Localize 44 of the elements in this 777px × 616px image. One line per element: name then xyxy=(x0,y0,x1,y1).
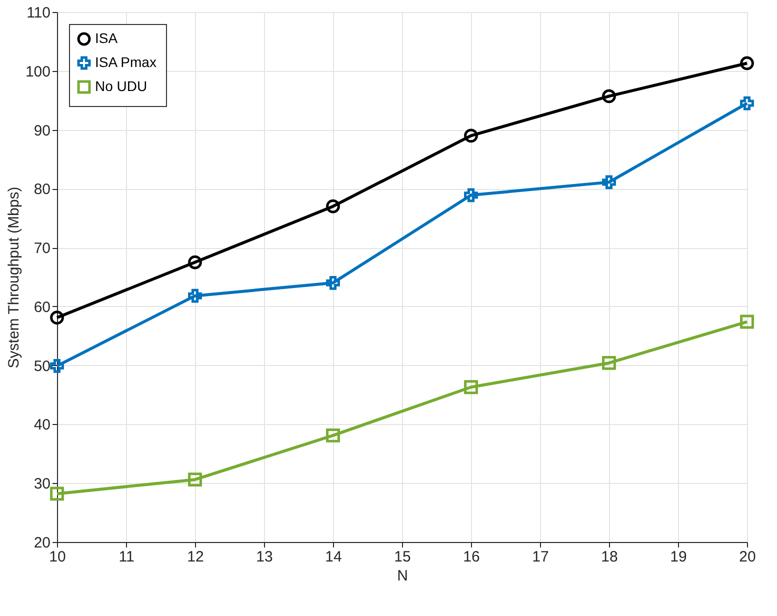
point xyxy=(464,380,478,394)
x-tick-label: 11 xyxy=(118,548,134,566)
x-tick-label: 14 xyxy=(325,548,342,566)
y-tick-label: 90 xyxy=(34,122,50,140)
x-tick-label: 15 xyxy=(394,548,411,566)
point xyxy=(188,255,202,270)
point xyxy=(188,472,202,487)
y-tick-label: 50 xyxy=(34,358,50,375)
x-axis-title: N xyxy=(397,568,408,584)
y-tick-label: 80 xyxy=(34,181,50,198)
point xyxy=(740,314,754,329)
point xyxy=(326,199,340,214)
legend-label: ISA Pmax xyxy=(95,54,156,70)
point xyxy=(326,428,340,442)
x-tick-label: 18 xyxy=(601,548,618,566)
point xyxy=(602,89,616,104)
point xyxy=(50,358,64,373)
y-tick-label: 70 xyxy=(34,240,50,258)
point xyxy=(188,288,202,303)
x-tick-label: 10 xyxy=(49,548,66,566)
x-tick-label: 20 xyxy=(739,548,756,566)
point xyxy=(464,188,478,202)
y-tick-label: 40 xyxy=(34,416,50,434)
point xyxy=(326,276,340,290)
y-tick-label: 60 xyxy=(34,298,50,316)
point xyxy=(740,56,754,70)
x-tick-label: 19 xyxy=(670,548,687,566)
legend-label: ISA xyxy=(95,30,118,46)
point xyxy=(740,96,754,110)
x-tick-label: 12 xyxy=(187,548,204,566)
point xyxy=(50,310,64,325)
y-tick-label: 100 xyxy=(25,63,50,80)
point xyxy=(602,175,616,190)
point xyxy=(464,128,478,143)
x-tick-label: 13 xyxy=(256,548,273,566)
x-tick-label: 17 xyxy=(532,548,549,566)
point xyxy=(50,486,64,501)
y-tick-label: 110 xyxy=(26,4,50,22)
y-axis-title: System Throughput (Mbps) xyxy=(5,186,22,368)
y-tick-label: 20 xyxy=(34,534,50,552)
legend-label: No UDU xyxy=(95,78,148,94)
point xyxy=(602,356,616,370)
y-tick-label: 30 xyxy=(34,476,50,493)
x-tick-label: 16 xyxy=(463,548,480,566)
